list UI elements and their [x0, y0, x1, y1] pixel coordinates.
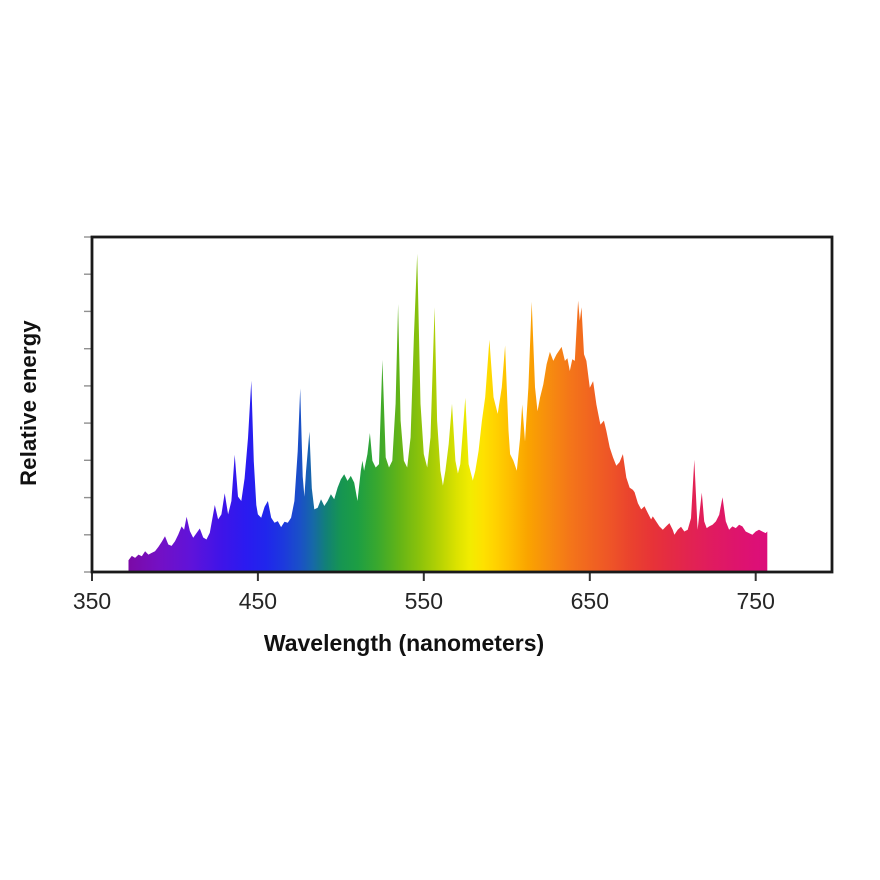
x-tick-label-650: 650 — [570, 588, 609, 614]
plot-frame — [90, 235, 834, 574]
x-tick-label-550: 550 — [404, 588, 443, 614]
x-axis-label: Wavelength (nanometers) — [263, 630, 545, 656]
spectrum-area — [128, 253, 768, 573]
y-axis-label: Relative energy — [16, 320, 41, 486]
x-tick-label-750: 750 — [736, 588, 775, 614]
x-axis-ticks — [91, 572, 757, 581]
x-tick-label-450: 450 — [238, 588, 278, 614]
x-tick-label-350: 350 — [72, 588, 112, 614]
